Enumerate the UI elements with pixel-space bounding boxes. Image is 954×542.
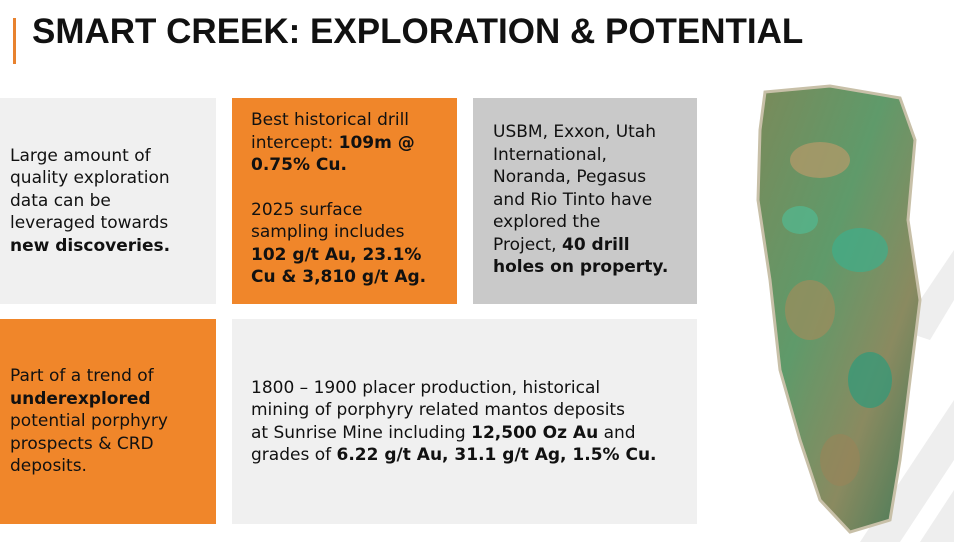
- text: Large amount of: [10, 145, 151, 166]
- paragraph: Large amount of quality exploration data c…: [10, 145, 216, 258]
- text-line: data can be: [10, 190, 216, 213]
- text: grades of: [251, 445, 337, 465]
- text: Best historical drill: [251, 110, 410, 130]
- text: sampling includes: [251, 222, 405, 242]
- text: at Sunrise Mine including: [251, 422, 472, 443]
- text: potential porphyry: [10, 411, 168, 432]
- title-accent: [13, 18, 16, 64]
- paragraph: 2025 surface sampling includes 102 g/t Au,…: [251, 199, 457, 289]
- bold-text: underexplored: [10, 388, 151, 409]
- text-line: underexplored: [10, 388, 216, 411]
- text-line: 0.75% Cu.: [251, 154, 457, 177]
- text: Noranda, Pegasus: [493, 167, 647, 187]
- info-box: Large amount of quality exploration data c…: [0, 98, 216, 304]
- info-box: USBM, Exxon, Utah International, Noranda, …: [473, 98, 697, 304]
- text-line: Noranda, Pegasus: [493, 166, 697, 189]
- text-line: Large amount of: [10, 145, 216, 168]
- text-line: potential porphyry: [10, 410, 216, 433]
- text-line: USBM, Exxon, Utah: [493, 121, 697, 144]
- paragraph: Part of a trend of underexplored potential…: [10, 365, 216, 478]
- text-line: and Rio Tinto have: [493, 189, 697, 212]
- bold-text: 6.22 g/t Au, 31.1 g/t Ag, 1.5% Cu.: [336, 445, 657, 465]
- text: quality exploration: [10, 168, 170, 189]
- rock-sample-image: [756, 84, 922, 534]
- stripe: [920, 490, 954, 542]
- bold-text: holes on property.: [493, 257, 669, 277]
- text-line: 1800 – 1900 placer production, historica…: [251, 377, 697, 400]
- text-line: mining of porphyry related mantos deposi…: [251, 399, 697, 422]
- text: deposits.: [10, 456, 87, 477]
- info-box: Part of a trend of underexplored potential…: [0, 319, 216, 524]
- text-line: intercept: 109m @: [251, 132, 457, 155]
- text: data can be: [10, 190, 111, 211]
- bold-text: 12,500 Oz Au: [471, 422, 599, 443]
- text-line: at Sunrise Mine including 12,500 Oz Au a…: [251, 422, 697, 445]
- paragraph: USBM, Exxon, Utah International, Noranda, …: [493, 121, 697, 279]
- text: intercept:: [251, 132, 339, 153]
- text: International,: [493, 144, 607, 165]
- text: USBM, Exxon, Utah: [493, 122, 656, 142]
- text-line: Project, 40 drill: [493, 234, 697, 257]
- text-line: Best historical drill: [251, 109, 457, 132]
- text: 1800 – 1900 placer production, historica…: [251, 377, 601, 398]
- text-line: quality exploration: [10, 167, 216, 190]
- text-line: holes on property.: [493, 256, 697, 279]
- text: prospects & CRD: [10, 433, 154, 454]
- text-line: leveraged towards: [10, 212, 216, 235]
- title: SMART CREEK: EXPLORATION & POTENTIAL: [32, 12, 804, 51]
- text: Project,: [493, 234, 562, 255]
- bold-text: Cu & 3,810 g/t Ag.: [251, 267, 427, 287]
- text: mining of porphyry related mantos deposi…: [251, 400, 625, 420]
- info-box: Best historical drill intercept: 109m @0.…: [232, 98, 457, 304]
- info-box: 1800 – 1900 placer production, historica…: [232, 319, 697, 524]
- text: Part of a trend of: [10, 366, 154, 387]
- text-line: Part of a trend of: [10, 365, 216, 388]
- text-line: Cu & 3,810 g/t Ag.: [251, 266, 457, 289]
- paragraph: Best historical drill intercept: 109m @0.…: [251, 109, 457, 177]
- text: 2025 surface: [251, 199, 363, 220]
- text: leveraged towards: [10, 213, 169, 234]
- bold-text: new discoveries.: [10, 235, 171, 256]
- paragraph: 1800 – 1900 placer production, historica…: [251, 377, 697, 467]
- text-line: International,: [493, 144, 697, 167]
- text-line: new discoveries.: [10, 235, 216, 258]
- bold-text: 40 drill: [561, 234, 630, 255]
- bold-text: 0.75% Cu.: [251, 155, 347, 175]
- text-line: 2025 surface: [251, 199, 457, 222]
- text-line: 102 g/t Au, 23.1%: [251, 244, 457, 267]
- bold-text: 109m @: [338, 132, 415, 153]
- text-line: sampling includes: [251, 221, 457, 244]
- text: and: [598, 422, 636, 443]
- text: explored the: [493, 212, 601, 232]
- text: and Rio Tinto have: [493, 189, 653, 210]
- text-line: prospects & CRD: [10, 433, 216, 456]
- bold-text: 102 g/t Au, 23.1%: [251, 244, 422, 265]
- text-line: grades of 6.22 g/t Au, 31.1 g/t Ag, 1.5%…: [251, 444, 697, 467]
- text-line: deposits.: [10, 455, 216, 478]
- text-line: explored the: [493, 211, 697, 234]
